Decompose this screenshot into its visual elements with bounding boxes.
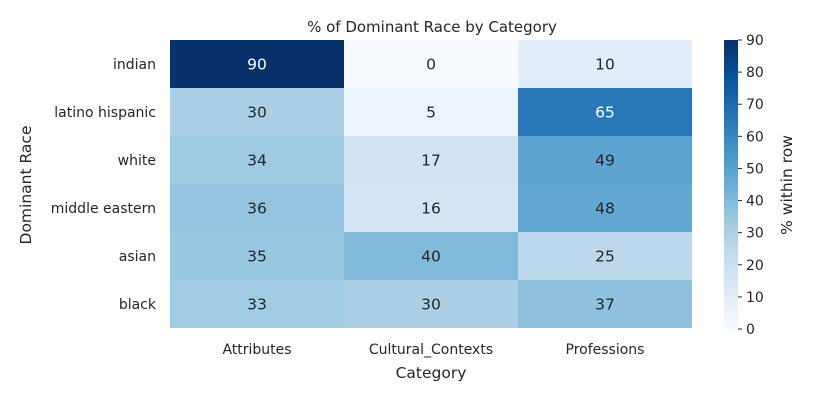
cell-value-label: 48 (595, 200, 615, 218)
colorbar-tick-label: 40 (746, 194, 764, 210)
heatmap-cells: 90 0 10 30 5 65 34 17 49 36 16 48 35 40 25 33 30 37 (170, 40, 692, 328)
y-tick-label: black (119, 297, 157, 313)
y-tick-label: latino hispanic (54, 105, 156, 121)
colorbar-tick-label: 80 (746, 65, 764, 81)
heatmap-cell (170, 136, 344, 184)
x-tick-labels: Attributes Cultural_Contexts Professions (222, 342, 644, 358)
cell-value-label: 5 (426, 104, 436, 122)
heatmap-cell (170, 232, 344, 280)
y-tick-label: middle eastern (51, 201, 156, 217)
heatmap-cell (344, 280, 518, 328)
colorbar-ticks: 0 10 20 30 40 50 60 70 80 90 (738, 33, 764, 338)
heatmap-cell (170, 40, 344, 88)
x-tick-label: Attributes (222, 342, 291, 358)
colorbar-tick-label: 60 (746, 129, 764, 145)
colorbar-tick-label: 70 (746, 97, 764, 113)
y-tick-label: indian (113, 57, 156, 73)
heatmap-cell (170, 88, 344, 136)
cell-value-label: 37 (595, 296, 615, 314)
heatmap-cell (170, 184, 344, 232)
heatmap-cell (518, 280, 692, 328)
cell-value-label: 33 (247, 296, 267, 314)
cell-value-label: 49 (595, 152, 615, 170)
colorbar-tick-label: 10 (746, 290, 764, 306)
cell-value-label: 30 (421, 296, 441, 314)
cell-value-label: 0 (426, 56, 436, 74)
x-tick-label: Professions (566, 342, 645, 358)
heatmap-cell (344, 136, 518, 184)
cell-value-label: 34 (247, 152, 267, 170)
x-axis-label: Category (396, 364, 467, 382)
cell-value-label: 90 (247, 56, 267, 74)
colorbar-label: % within row (778, 135, 796, 235)
cell-value-label: 65 (595, 104, 615, 122)
cell-value-label: 30 (247, 104, 267, 122)
heatmap-cell (344, 232, 518, 280)
heatmap-cell (170, 280, 344, 328)
colorbar-tick-label: 0 (746, 322, 755, 338)
cell-value-label: 25 (595, 248, 615, 266)
colorbar-tick-label: 90 (746, 33, 764, 49)
heatmap-cell (344, 184, 518, 232)
cell-value-label: 10 (595, 56, 615, 74)
colorbar (724, 40, 738, 329)
y-axis-label: Dominant Race (17, 126, 35, 245)
colorbar-tick-label: 30 (746, 226, 764, 242)
heatmap-cell (518, 232, 692, 280)
heatmap-cell (344, 88, 518, 136)
heatmap-cell (518, 136, 692, 184)
colorbar-tick-label: 20 (746, 258, 764, 274)
colorbar-tick-label: 50 (746, 161, 764, 177)
cell-value-label: 36 (247, 200, 267, 218)
x-tick-label: Cultural_Contexts (369, 342, 493, 358)
cell-value-label: 17 (421, 152, 441, 170)
cell-value-label: 35 (247, 248, 267, 266)
heatmap-cell (344, 40, 518, 88)
cell-value-label: 40 (421, 248, 441, 266)
heatmap-cell (518, 88, 692, 136)
chart-title: % of Dominant Race by Category (307, 18, 557, 36)
y-tick-label: white (118, 153, 156, 169)
heatmap-cell (518, 40, 692, 88)
y-tick-labels: indian latino hispanic white middle eastern… (51, 57, 157, 313)
y-tick-label: asian (119, 249, 156, 265)
heatmap-cell (518, 184, 692, 232)
cell-value-label: 16 (421, 200, 441, 218)
